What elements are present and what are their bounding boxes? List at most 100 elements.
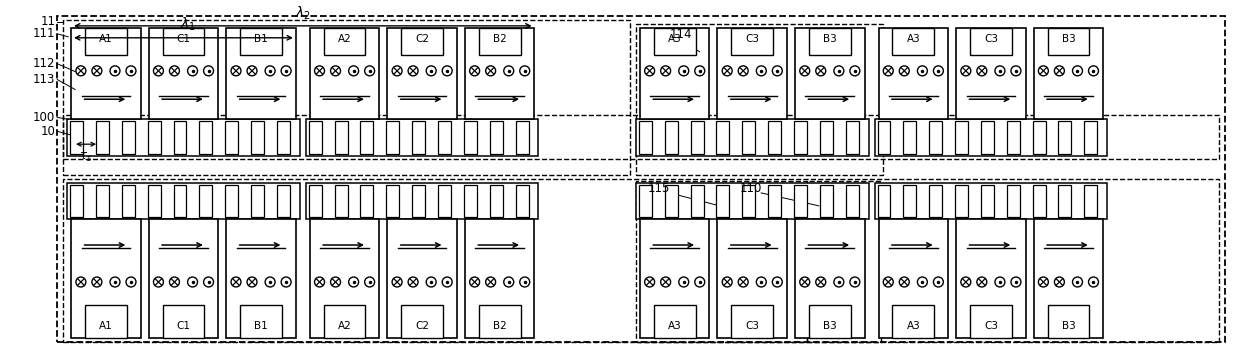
Bar	[95, 185, 109, 217]
Text: A1: A1	[99, 321, 113, 331]
Text: C3: C3	[745, 321, 759, 331]
Bar	[226, 219, 296, 338]
Bar	[200, 121, 212, 154]
Bar	[335, 121, 347, 154]
Text: B3: B3	[823, 34, 837, 44]
Bar	[878, 219, 949, 338]
Bar	[438, 185, 451, 217]
Bar	[226, 28, 296, 119]
Text: 112: 112	[32, 57, 56, 70]
Bar	[640, 28, 709, 119]
Bar	[878, 28, 949, 119]
Bar	[955, 121, 968, 154]
Bar	[387, 185, 399, 217]
Bar	[306, 119, 538, 156]
Bar	[241, 28, 281, 55]
Bar	[820, 185, 833, 217]
Bar	[310, 219, 379, 338]
Bar	[402, 28, 443, 55]
Text: 111: 111	[32, 27, 56, 40]
Bar	[309, 185, 321, 217]
Text: A3: A3	[668, 34, 682, 44]
Bar	[1048, 305, 1089, 338]
Text: C1: C1	[176, 321, 191, 331]
Text: $\lambda_1$: $\lambda_1$	[181, 15, 196, 33]
Bar	[929, 185, 942, 217]
Text: 115: 115	[647, 182, 670, 195]
Bar	[162, 28, 205, 55]
Bar	[639, 121, 652, 154]
Bar	[743, 121, 755, 154]
Bar	[361, 185, 373, 217]
Bar	[71, 185, 83, 217]
Text: $\tau_s$: $\tau_s$	[79, 151, 93, 164]
Bar	[277, 121, 290, 154]
Bar	[479, 305, 521, 338]
Bar	[970, 28, 1012, 55]
Bar	[732, 28, 773, 55]
Bar	[795, 28, 864, 119]
Bar	[732, 305, 773, 338]
Bar	[335, 185, 347, 217]
Bar	[465, 219, 534, 338]
Bar	[252, 121, 264, 154]
Bar	[878, 185, 890, 217]
Bar	[162, 305, 205, 338]
Bar	[324, 28, 366, 55]
Bar	[970, 305, 1012, 338]
Bar	[636, 183, 868, 219]
Bar	[640, 219, 709, 338]
Bar	[309, 121, 321, 154]
Bar	[86, 305, 126, 338]
Bar	[252, 185, 264, 217]
Bar	[122, 185, 135, 217]
Text: $\lambda_2$: $\lambda_2$	[295, 5, 311, 22]
Bar	[794, 121, 807, 154]
Bar	[955, 185, 968, 217]
Text: C2: C2	[415, 321, 429, 331]
Bar	[878, 121, 890, 154]
Bar	[149, 28, 218, 119]
Bar	[846, 185, 858, 217]
Bar	[402, 305, 443, 338]
Bar	[95, 121, 109, 154]
Bar	[63, 179, 1219, 342]
Bar	[981, 185, 994, 217]
Text: B1: B1	[254, 321, 268, 331]
Bar	[956, 219, 1025, 338]
Bar	[63, 20, 630, 175]
Bar	[1033, 121, 1045, 154]
Bar	[412, 185, 425, 217]
Bar	[691, 121, 703, 154]
Text: A2: A2	[337, 321, 351, 331]
Text: C1: C1	[176, 34, 191, 44]
Bar	[820, 121, 833, 154]
Bar	[277, 185, 290, 217]
Bar	[174, 185, 186, 217]
Bar	[516, 121, 528, 154]
Bar	[1059, 121, 1071, 154]
Bar	[1084, 121, 1097, 154]
Text: 110: 110	[739, 182, 761, 195]
Text: 10: 10	[41, 125, 56, 138]
Text: A3: A3	[906, 34, 920, 44]
Bar	[387, 28, 456, 119]
Bar	[324, 305, 366, 338]
Bar	[808, 28, 851, 55]
Bar	[691, 185, 703, 217]
Text: 113: 113	[32, 73, 56, 86]
Text: 100: 100	[33, 111, 56, 124]
Bar	[464, 121, 477, 154]
Bar	[636, 181, 807, 342]
Bar	[795, 219, 864, 338]
Bar	[1034, 219, 1104, 338]
Bar	[653, 305, 696, 338]
Bar	[438, 121, 451, 154]
Bar	[981, 121, 994, 154]
Bar	[653, 28, 696, 55]
Bar	[874, 119, 1107, 156]
Bar	[807, 181, 880, 342]
Bar	[636, 119, 868, 156]
Bar	[71, 219, 140, 338]
Text: B3: B3	[1061, 34, 1075, 44]
